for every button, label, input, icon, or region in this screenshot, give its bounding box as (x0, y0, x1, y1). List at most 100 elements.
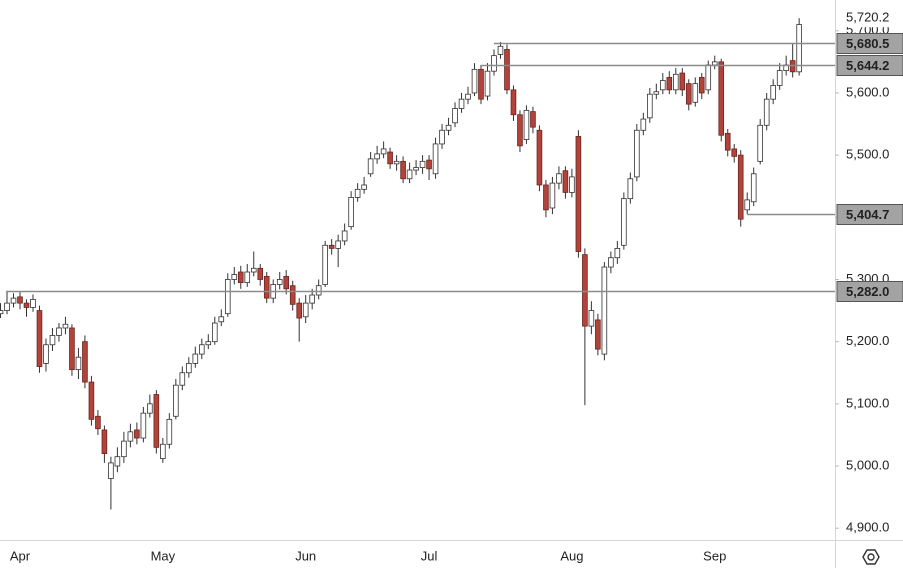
candle-body (244, 271, 251, 283)
candle-body (419, 160, 426, 168)
candle-body (796, 24, 802, 73)
candle-body (757, 124, 764, 162)
level-box (836, 55, 903, 76)
candle-body (30, 298, 36, 308)
candle-body (0, 310, 4, 315)
candle-body (750, 173, 757, 203)
candle-body (653, 91, 660, 95)
candle-body (400, 160, 406, 180)
level-label: 5,644.2 (846, 58, 889, 73)
candle-body (49, 335, 56, 346)
candle-body (4, 302, 10, 311)
candle-body (685, 83, 692, 105)
candle-body (309, 294, 315, 304)
candle-body (82, 341, 88, 383)
candle-body (491, 55, 497, 72)
candle-body (108, 462, 114, 479)
level-label: 5,680.5 (846, 36, 889, 51)
candle-body (276, 279, 283, 285)
candle-body (627, 178, 634, 200)
candle-body (302, 302, 309, 318)
y-tick-label: 5,200.0 (846, 333, 889, 348)
candle-body (737, 154, 744, 220)
candle-body (497, 45, 504, 55)
candle-body (432, 143, 439, 175)
candle-body (296, 302, 302, 319)
candle-body (536, 129, 543, 186)
candle-body (595, 319, 601, 350)
x-tick-label: May (151, 548, 176, 563)
candle-body (322, 244, 328, 285)
candle-body (666, 77, 673, 91)
settings-circle[interactable] (867, 553, 875, 561)
candle-body (237, 271, 244, 283)
y-tick-label: 5,100.0 (846, 395, 889, 410)
candle-body (549, 182, 556, 209)
candle-body (608, 257, 614, 268)
candle-body (36, 310, 43, 367)
candle-body (634, 129, 640, 178)
candle-body (731, 148, 738, 157)
candle-body (23, 302, 30, 308)
candle-body (354, 188, 361, 198)
candle-body (121, 440, 127, 458)
y-tick-label: 5,000.0 (846, 457, 889, 472)
candle-body (484, 70, 491, 97)
candle-body (530, 111, 536, 128)
candle-body (348, 197, 354, 228)
level-box (836, 281, 903, 302)
candle-body (328, 244, 335, 249)
candle-body (173, 384, 179, 417)
candle-body (10, 297, 17, 304)
candle-body (341, 230, 348, 242)
candle-body (776, 70, 783, 86)
candle-body (134, 429, 140, 439)
last-price-label: 5,720.2 (846, 10, 889, 25)
last-price-bg (837, 9, 903, 28)
candle-body (114, 456, 121, 467)
candle-body (127, 431, 134, 442)
settings-hexagon[interactable] (862, 549, 880, 565)
candle-body (160, 443, 166, 459)
level-label: 5,404.7 (846, 207, 889, 222)
level-box (836, 204, 903, 225)
y-tick-label: 5,600.0 (846, 84, 889, 99)
candle-body (660, 80, 666, 91)
candle-body (315, 285, 322, 296)
candle-body (335, 240, 341, 249)
candle-body (478, 68, 484, 100)
candle-body (679, 72, 686, 91)
candle-body (698, 77, 705, 94)
candle-body (458, 98, 465, 109)
candle-body (101, 429, 108, 454)
candle-body (582, 254, 588, 327)
candle-body (711, 61, 718, 66)
candle-body (374, 153, 380, 160)
candle-body (718, 61, 725, 136)
candle-body (62, 323, 69, 329)
candle-body (614, 247, 621, 259)
candle-body (504, 49, 510, 91)
candle-body (231, 274, 238, 280)
candle-body (289, 285, 296, 305)
candle-body (43, 344, 49, 364)
candle-body (380, 148, 387, 155)
candle-body (283, 275, 290, 290)
x-tick-label: Aug (560, 548, 583, 563)
level-box (836, 33, 903, 54)
candle-body (439, 129, 445, 145)
candle-body (56, 327, 62, 336)
candle-body (218, 316, 225, 323)
candle-body (153, 394, 160, 448)
candle-body (523, 109, 530, 140)
settings-icon[interactable] (862, 549, 880, 565)
candle-body (17, 296, 23, 304)
candle-body (672, 73, 679, 91)
candle-body (88, 381, 95, 420)
candle-body (770, 85, 776, 100)
candle-body (426, 159, 432, 170)
candle-body (192, 353, 199, 364)
candle-body (471, 68, 478, 94)
candle-body (621, 198, 627, 246)
